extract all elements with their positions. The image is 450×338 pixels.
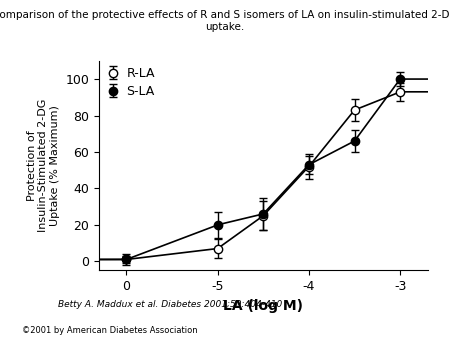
Text: Betty A. Maddux et al. Diabetes 2001;50:404-410: Betty A. Maddux et al. Diabetes 2001;50:… [58, 300, 283, 309]
X-axis label: LA (log M): LA (log M) [223, 299, 303, 313]
Text: Comparison of the protective effects of R and S isomers of LA on insulin-stimula: Comparison of the protective effects of … [0, 10, 450, 32]
Legend: R-LA, S-LA: R-LA, S-LA [105, 67, 155, 98]
Y-axis label: Protection of
Insulin-Stimulated 2-DG
Uptake (% Maximum): Protection of Insulin-Stimulated 2-DG Up… [27, 99, 60, 232]
Text: ©2001 by American Diabetes Association: ©2001 by American Diabetes Association [22, 325, 198, 335]
